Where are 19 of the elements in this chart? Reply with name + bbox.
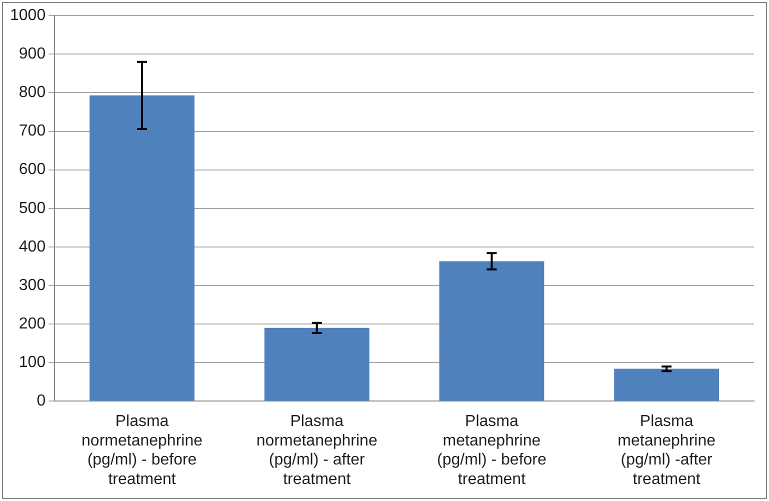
y-tick-label: 900 <box>18 46 46 63</box>
y-tick-label: 1000 <box>10 7 46 24</box>
y-tick-label: 500 <box>18 200 46 217</box>
y-tick-label: 700 <box>18 122 46 140</box>
bar <box>264 328 370 401</box>
y-tick-label: 300 <box>18 276 46 294</box>
y-tick-label: 400 <box>18 238 46 256</box>
y-tick-label: 200 <box>18 315 46 332</box>
y-tick-label: 100 <box>18 354 46 372</box>
x-tick-label: Plasma metanephrine (pg/ml) - before treatment <box>437 413 547 488</box>
bar <box>439 261 544 401</box>
x-tick-label: Plasma normetanephrine (pg/ml) - before treatment <box>82 413 203 488</box>
y-tick-label: 0 <box>36 392 46 410</box>
bar <box>90 95 194 401</box>
y-tick-label: 800 <box>18 84 46 102</box>
x-tick-label: Plasma normetanephrine (pg/ml) - after treatment <box>256 413 378 488</box>
x-tick-label: Plasma metanephrine (pg/ml) -after treatment <box>618 413 716 488</box>
y-tick-label: 600 <box>18 161 46 178</box>
bar <box>614 368 720 401</box>
